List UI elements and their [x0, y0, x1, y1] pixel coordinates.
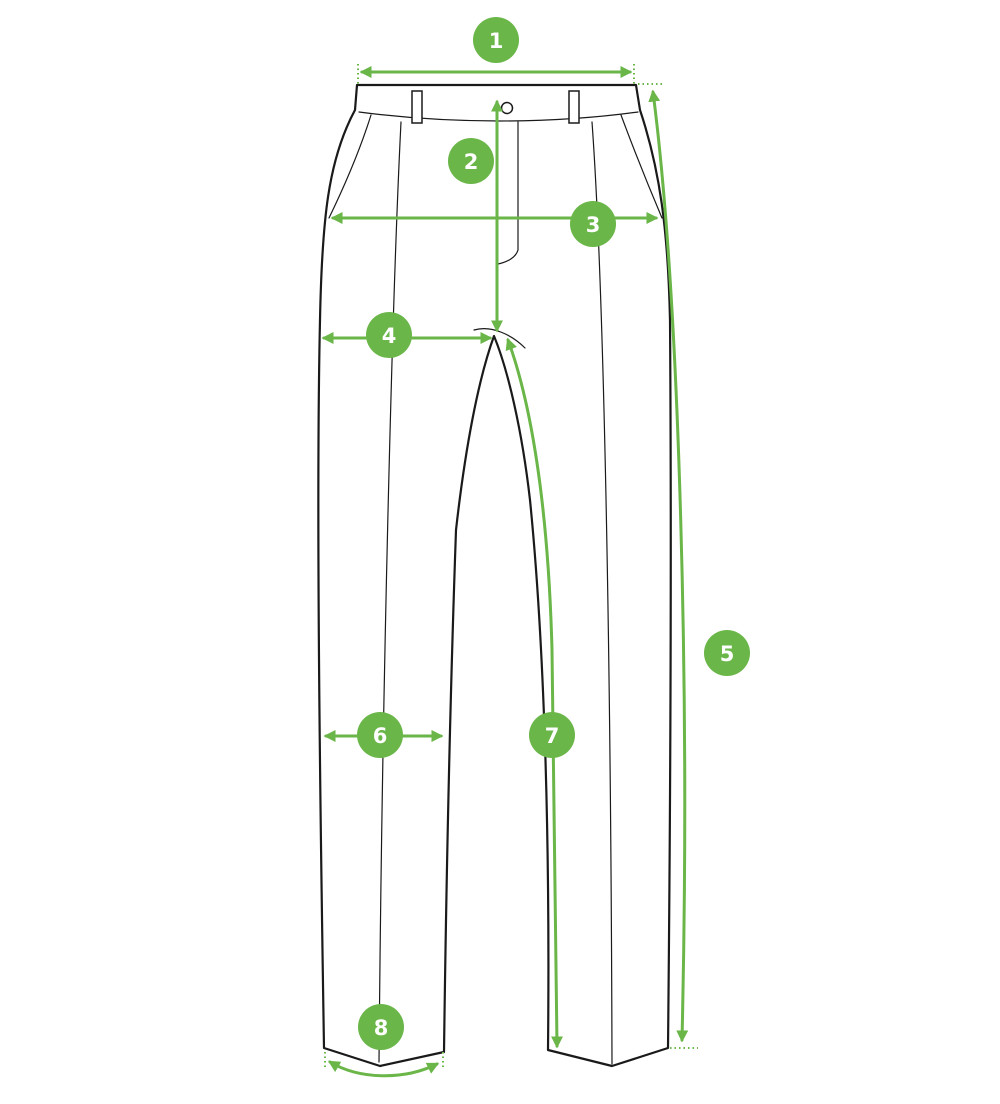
leg-opening-measure-line: [327, 1060, 440, 1078]
pocket-left: [328, 114, 372, 219]
outseam-measure-line: [648, 89, 689, 1043]
badge-6: 6: [357, 712, 403, 758]
badge-2: 2: [448, 138, 494, 184]
belt-loop-right: [568, 90, 580, 124]
measurement-badges: 1 2 3 4 5 6 7 8: [357, 17, 750, 1050]
badge-8: 8: [358, 1004, 404, 1050]
badge-1: 1: [473, 17, 519, 63]
badge-4-label: 4: [382, 324, 397, 348]
badge-3-label: 3: [586, 213, 601, 237]
inseam-measure-line: [505, 337, 563, 1049]
trousers-illustration: [317, 83, 672, 1068]
badge-6-label: 6: [373, 724, 388, 748]
badge-7: 7: [529, 712, 575, 758]
badge-5-label: 5: [720, 642, 735, 666]
belt-loop-left: [411, 90, 423, 124]
trousers-outline: [317, 83, 672, 1068]
badge-7-label: 7: [545, 724, 560, 748]
badge-4: 4: [366, 312, 412, 358]
waist-button: [500, 101, 514, 115]
badge-5: 5: [704, 630, 750, 676]
badge-1-label: 1: [489, 29, 504, 53]
badge-3: 3: [570, 201, 616, 247]
badge-2-label: 2: [464, 150, 479, 174]
badge-8-label: 8: [374, 1016, 389, 1040]
